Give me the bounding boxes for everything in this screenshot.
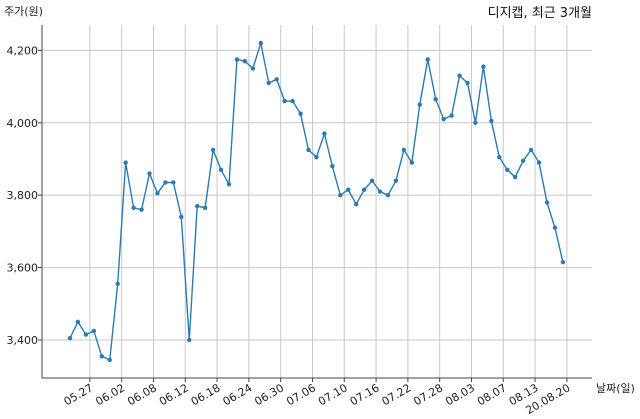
- data-point: [163, 180, 168, 185]
- data-point: [393, 178, 399, 183]
- data-point: [513, 174, 518, 180]
- data-point: [457, 73, 462, 78]
- x-tick-label: 06.18: [189, 381, 223, 408]
- series-points: [67, 40, 566, 363]
- data-point: [433, 97, 438, 102]
- x-tick-label: 07.28: [411, 381, 445, 408]
- data-point: [536, 160, 542, 165]
- data-point: [369, 178, 375, 183]
- data-point: [250, 66, 256, 71]
- data-point: [107, 357, 112, 363]
- x-tick-label: 08.07: [475, 381, 509, 408]
- data-point: [544, 200, 550, 205]
- data-point: [266, 80, 271, 86]
- data-point: [75, 319, 81, 325]
- data-point: [187, 337, 192, 343]
- x-tick-label: 07.16: [348, 381, 382, 408]
- data-point: [218, 167, 224, 173]
- x-tick-label: 06.24: [221, 381, 255, 408]
- data-point: [91, 328, 97, 334]
- grid-lines: [42, 25, 592, 378]
- data-point: [67, 335, 73, 341]
- data-point: [505, 167, 510, 173]
- x-tick-label: 06.02: [93, 381, 127, 408]
- data-point: [560, 259, 566, 265]
- x-tick-label: 06.30: [252, 381, 286, 408]
- data-point: [274, 77, 279, 82]
- data-point: [298, 111, 303, 116]
- x-tick-labels: 05.2706.0206.0806.1206.1806.2406.3007.06…: [62, 381, 573, 417]
- data-point: [234, 57, 240, 62]
- data-point: [99, 354, 105, 359]
- data-point: [147, 171, 152, 176]
- data-point: [290, 98, 295, 104]
- data-point: [195, 203, 200, 209]
- data-point: [155, 191, 160, 196]
- data-point: [528, 147, 534, 153]
- data-point: [322, 131, 327, 136]
- data-point: [497, 154, 502, 160]
- data-point: [425, 57, 430, 62]
- y-tick-label: 3,400: [7, 334, 39, 347]
- data-point: [171, 180, 176, 185]
- chart-title: 디지캡, 최근 3개월: [488, 6, 592, 21]
- data-point: [449, 113, 454, 118]
- data-point: [346, 187, 351, 192]
- x-tick-label: 08.03: [443, 381, 477, 408]
- y-tick-labels: 3,400 3,600 3,800 4,000 4,200: [7, 44, 39, 347]
- x-tick-label: 05.27: [62, 381, 96, 408]
- data-point: [330, 164, 335, 169]
- data-point: [282, 98, 287, 104]
- x-axis-label: 날짜(일): [596, 381, 635, 395]
- data-point: [123, 160, 128, 165]
- data-point: [115, 281, 120, 287]
- data-point: [226, 182, 232, 187]
- x-tick-label: 07.10: [316, 381, 350, 408]
- data-point: [131, 205, 136, 211]
- data-point: [83, 332, 89, 337]
- data-point: [401, 147, 407, 153]
- data-point: [258, 40, 263, 46]
- data-point: [354, 202, 359, 207]
- series-line: [69, 42, 564, 361]
- x-tick-label: 07.06: [284, 381, 318, 408]
- data-point: [465, 80, 470, 86]
- data-point: [409, 160, 415, 165]
- x-tick-label: 06.08: [125, 381, 159, 408]
- data-point: [179, 214, 184, 220]
- data-point: [361, 187, 367, 192]
- data-point: [314, 154, 319, 160]
- data-point: [441, 116, 446, 122]
- y-tick-label: 3,600: [7, 262, 39, 275]
- data-point: [552, 225, 558, 230]
- data-point: [473, 120, 478, 125]
- axes: [38, 25, 592, 382]
- y-tick-label: 4,200: [7, 44, 39, 57]
- data-point: [520, 158, 526, 163]
- data-point: [242, 59, 248, 64]
- x-tick-label: 07.22: [380, 381, 414, 408]
- y-tick-label: 3,800: [7, 189, 39, 202]
- y-axis-label: 주가(원): [4, 5, 43, 18]
- x-tick-label: 06.12: [157, 381, 191, 408]
- data-point: [306, 147, 311, 153]
- y-tick-label: 4,000: [7, 117, 39, 130]
- data-point: [377, 189, 383, 194]
- data-point: [210, 147, 216, 153]
- data-point: [202, 205, 208, 211]
- data-point: [489, 118, 494, 124]
- series-line-layer: [69, 42, 564, 361]
- data-point: [139, 207, 144, 212]
- data-point: [385, 192, 391, 198]
- data-point: [338, 192, 343, 198]
- data-point: [481, 64, 486, 69]
- data-point: [417, 102, 422, 107]
